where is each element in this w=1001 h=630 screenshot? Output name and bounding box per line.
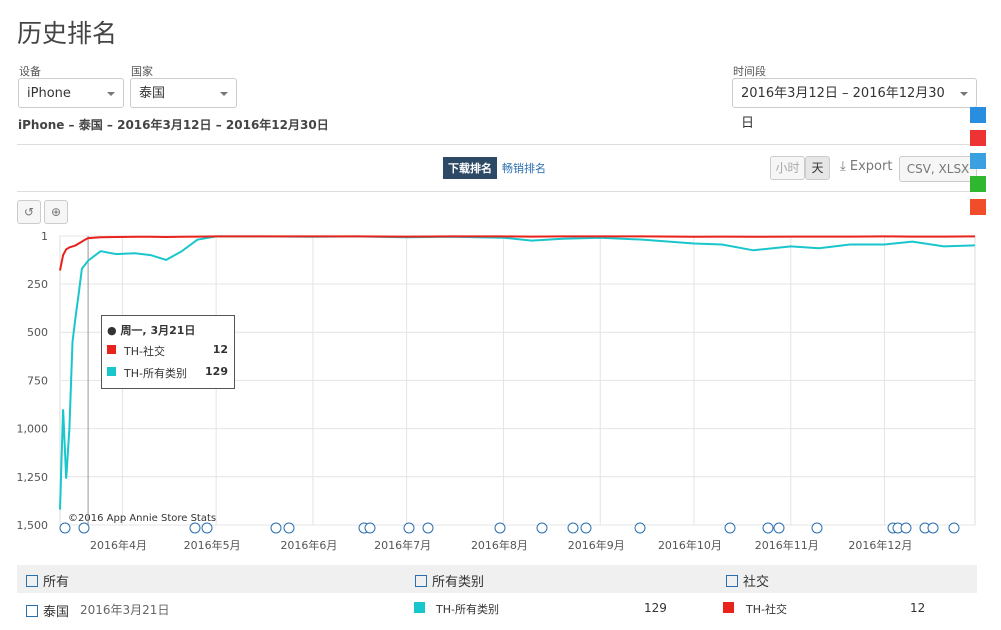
x-tick-label: 2016年6月 [280,538,337,552]
period-label: 时间段 [733,65,766,78]
event-marker [403,522,415,534]
page-title: 历史排名 [17,19,118,48]
tooltip-value: 12 [212,343,228,356]
event-marker [422,522,434,534]
x-tick-label: 2016年12月 [848,538,912,552]
row-value: 129 [644,601,667,615]
table-row: 泰国 2016年3月21日 TH-所有类别 129 TH-社交 12 [17,594,977,624]
header-cell[interactable]: 所有 [26,571,69,590]
row-swatch [723,602,734,613]
tab[interactable]: 畅销排名 [502,162,546,175]
credit: ©2016 App Annie Store Stats [68,513,216,524]
tooltip-swatch [107,367,116,376]
event-marker [189,522,201,534]
share-icon[interactable] [970,107,986,123]
event-marker [724,522,736,534]
x-tick-label: 2016年4月 [90,538,147,552]
period-select[interactable]: 2016年3月12日 – 2016年12月30日 [732,78,977,131]
chart: 1 250 500 750 1,000 1,250 1,500 2016年4月 2016年5月 2… [17,230,976,552]
event-marker [634,522,646,534]
share-icon[interactable] [970,199,986,215]
event-marker [927,522,939,534]
tooltip: ● 周一, 3月21日 TH-社交 12 TH-所有类别 129 [101,315,235,389]
device-select[interactable]: iPhone [18,78,124,108]
event-marker [900,522,912,534]
day-button[interactable]: 天 [805,156,830,180]
series-line [59,235,976,271]
event-marker [811,522,823,534]
format-button[interactable]: CSV, XLSX [899,156,977,182]
y-tick-label: 250 [27,278,48,291]
row-date: 2016年3月21日 [80,603,170,617]
tooltip-series: TH-所有类别 [124,367,187,380]
event-marker [364,522,376,534]
share-icon[interactable] [970,130,986,146]
x-tick-label: 2016年9月 [568,538,625,552]
divider [17,191,977,192]
event-marker [567,522,579,534]
header-cell[interactable]: 社交 [726,571,769,590]
share-icon[interactable] [970,153,986,169]
y-tick-label: 1,250 [17,471,49,484]
tooltip-swatch [107,345,116,354]
y-tick-label: 750 [27,374,48,387]
header-text: 社交 [743,575,770,590]
tooltip-series: TH-社交 [124,345,165,358]
row-series: TH-社交 [746,603,787,616]
tooltip-date: 周一, 3月21日 [120,324,196,337]
row-series: TH-所有类别 [436,603,499,616]
zoom-button[interactable]: ⊕ [44,200,68,224]
event-marker [59,522,71,534]
x-tick-label: 2016年7月 [374,538,431,552]
divider [17,144,977,145]
tooltip-value: 129 [205,365,228,378]
event-marker [580,522,592,534]
event-marker [494,522,506,534]
event-marker [201,522,213,534]
tooltip-title: ● 周一, 3月21日 [107,324,196,337]
row-swatch [414,602,425,613]
x-tick-label: 2016年5月 [184,538,241,552]
y-tick-label: 500 [27,326,48,339]
x-tick-label: 2016年11月 [755,538,819,552]
event-marker [270,522,282,534]
country-label: 国家 [131,65,153,78]
event-marker [773,522,785,534]
x-tick-label: 2016年8月 [471,538,528,552]
y-tick-label: 1,000 [17,423,49,436]
event-marker [78,522,90,534]
device-label: 设备 [19,65,41,78]
y-tick-label: 1 [41,230,48,243]
table-header: 所有 所有类别 社交 [17,565,977,593]
tab-active[interactable]: 下载排名 [443,157,497,179]
event-marker [948,522,960,534]
share-icon[interactable] [970,176,986,192]
row-country-text: 泰国 [43,605,70,620]
reset-button[interactable]: ↺ [17,200,41,224]
header-text: 所有 [43,575,70,590]
export-button[interactable]: ⤓ Export [840,159,893,174]
subtitle: iPhone – 泰国 – 2016年3月12日 – 2016年12月30日 [18,118,329,132]
header-text: 所有类别 [432,575,485,590]
y-tick-label: 1,500 [17,519,49,532]
event-marker [536,522,548,534]
x-tick-label: 2016年10月 [658,538,722,552]
row-country: 泰国 [26,601,69,620]
row-value: 12 [910,601,926,615]
header-cell[interactable]: 所有类别 [415,571,484,590]
event-marker [762,522,774,534]
event-marker [283,522,295,534]
hour-button[interactable]: 小时 [770,156,805,180]
country-select[interactable]: 泰国 [130,78,237,108]
export-text: Export [849,159,893,174]
